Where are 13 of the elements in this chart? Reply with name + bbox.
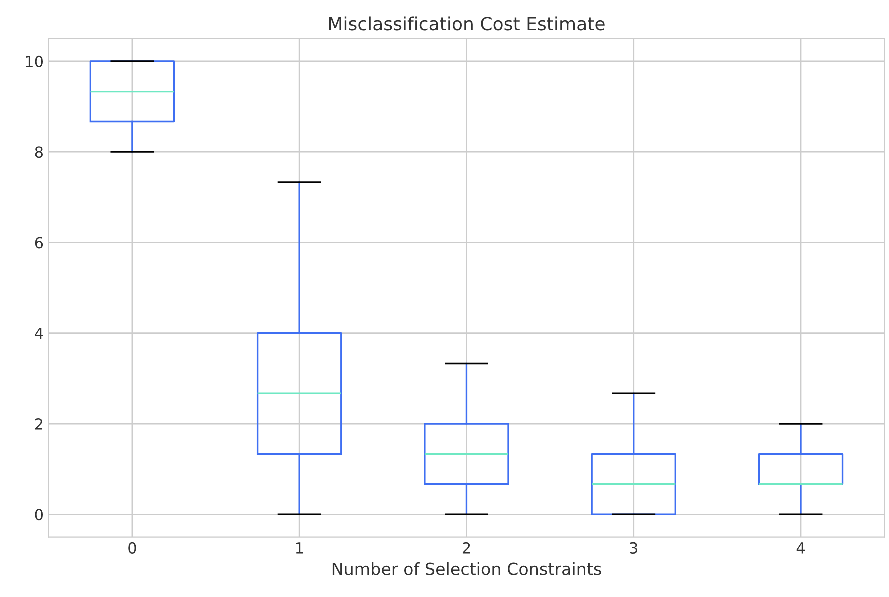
- x-tick-label: 4: [796, 542, 805, 554]
- y-tick-label: 8: [35, 146, 43, 158]
- y-tick-label: 6: [35, 237, 44, 249]
- x-tick-label: 2: [462, 542, 470, 554]
- y-tick-label: 10: [26, 56, 44, 68]
- y-tick-label: 0: [35, 509, 44, 521]
- x-tick-label: 3: [630, 542, 638, 554]
- x-axis-title: Number of Selection Constraints: [332, 562, 602, 576]
- chart-title: Misclassification Cost Estimate: [329, 16, 605, 31]
- y-tick-label: 4: [35, 328, 44, 340]
- x-tick-label: 1: [296, 542, 304, 554]
- y-tick-label: 2: [35, 418, 43, 430]
- x-tick-label: 0: [128, 542, 136, 554]
